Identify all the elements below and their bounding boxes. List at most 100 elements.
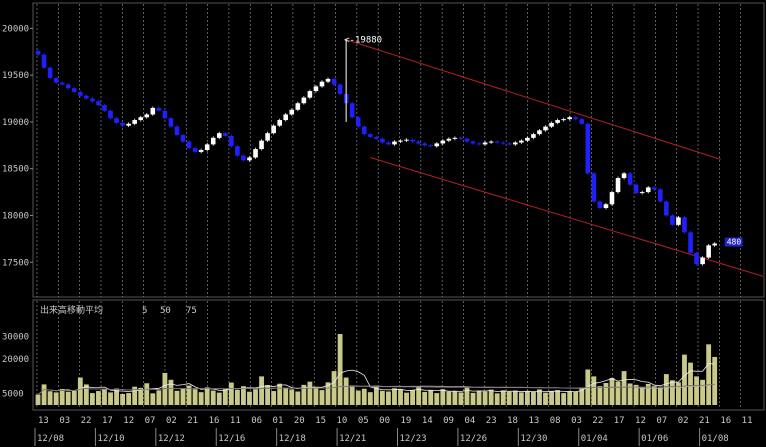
candle-body xyxy=(664,201,669,216)
volume-bar xyxy=(524,391,530,405)
volume-bar xyxy=(434,393,440,405)
hour-tick-label: 21 xyxy=(699,416,710,426)
vertical-gridlines xyxy=(36,4,741,409)
hour-tick-label: 00 xyxy=(379,416,390,426)
candle-body xyxy=(174,126,180,136)
volume-bar xyxy=(307,381,313,405)
volume-bar xyxy=(398,389,403,405)
candle-body xyxy=(597,201,603,208)
volume-bar xyxy=(59,388,65,405)
volume-bar xyxy=(494,393,500,405)
candle-body xyxy=(126,123,131,126)
volume-bar xyxy=(706,344,712,405)
candle-body xyxy=(41,54,47,68)
candle-body xyxy=(386,142,391,145)
candle-body xyxy=(682,217,687,233)
candle-body xyxy=(198,150,204,152)
volume-bar xyxy=(464,387,470,405)
candle-body xyxy=(229,135,234,147)
price-tick-label: 18500 xyxy=(2,165,29,175)
candle-body xyxy=(355,117,361,127)
volume-legend-period-50: 50 xyxy=(160,306,171,316)
volume-bar xyxy=(355,390,361,405)
volume-bar xyxy=(470,392,476,405)
volume-bar xyxy=(120,394,126,405)
volume-bar xyxy=(228,382,234,405)
candle-body xyxy=(361,126,367,135)
hour-tick-label: 22 xyxy=(592,416,603,426)
volume-bar xyxy=(416,386,422,405)
candle-body xyxy=(428,145,434,147)
volume-bar xyxy=(241,386,246,405)
price-tick-label: 19500 xyxy=(2,71,29,81)
candle-body xyxy=(464,138,470,142)
candle-body xyxy=(120,122,125,126)
price-tick-label: 17500 xyxy=(2,258,29,268)
volume-bar xyxy=(645,383,651,405)
candle-body xyxy=(621,173,627,179)
hour-tick-label: 21 xyxy=(187,416,198,426)
last-price-box xyxy=(724,237,743,247)
volume-bar xyxy=(265,385,271,405)
candle-body xyxy=(422,143,427,146)
volume-bar xyxy=(150,393,156,405)
volume-bar xyxy=(549,391,554,405)
candle-body xyxy=(434,143,440,147)
volume-bar xyxy=(210,390,216,405)
candle-body xyxy=(235,146,240,156)
candle-body xyxy=(223,133,228,136)
hour-tick-label: 04 xyxy=(464,416,475,426)
candle-body xyxy=(404,139,409,141)
candle-body xyxy=(132,120,137,124)
volume-bar xyxy=(325,382,331,405)
volume-bar xyxy=(531,391,536,405)
candle-body xyxy=(71,88,77,92)
date-label: 12/10 xyxy=(97,434,124,444)
candle-body xyxy=(494,141,500,143)
candle-body xyxy=(53,77,59,83)
hour-tick-label: 10 xyxy=(337,416,348,426)
candle-body xyxy=(47,67,53,78)
volume-bar xyxy=(198,392,204,405)
volume-bar xyxy=(180,388,186,405)
hour-tick-label: 07 xyxy=(145,416,156,426)
candle-body xyxy=(555,120,560,123)
volume-bar xyxy=(663,374,669,405)
candle-body xyxy=(651,187,657,190)
volume-panel-frame xyxy=(32,299,765,411)
candle-body xyxy=(476,143,482,145)
candle-body xyxy=(380,138,385,143)
candle-body xyxy=(500,142,506,144)
candle-body xyxy=(78,92,83,96)
volume-bar xyxy=(567,391,573,405)
candle-body xyxy=(150,107,156,115)
volume-bar xyxy=(446,391,452,405)
candle-body xyxy=(688,232,693,253)
volume-bar xyxy=(561,393,567,405)
hour-tick-label: 03 xyxy=(571,416,582,426)
candle-body xyxy=(204,144,210,150)
candle-body xyxy=(289,109,295,115)
candle-body xyxy=(416,141,421,144)
date-label: 12/18 xyxy=(279,434,306,444)
candle-body xyxy=(277,120,282,126)
volume-bar xyxy=(186,385,192,405)
candle-body xyxy=(506,143,512,145)
price-tick-label: 19000 xyxy=(2,118,29,128)
candle-body xyxy=(470,141,476,144)
volume-bar xyxy=(651,385,657,405)
volume-bar xyxy=(712,356,718,405)
volume-bar xyxy=(361,388,367,405)
candle-body xyxy=(627,173,633,185)
candle-body xyxy=(325,78,331,82)
volume-bar xyxy=(379,390,385,405)
volume-bar xyxy=(204,387,210,405)
candle-body xyxy=(694,252,699,265)
volume-bar xyxy=(349,385,355,405)
volume-bars xyxy=(35,334,718,405)
candle-body xyxy=(301,97,307,104)
peak-annotation-group: <-19880 xyxy=(344,36,382,46)
hour-tick-label: 06 xyxy=(251,416,262,426)
candle-body xyxy=(537,130,542,135)
